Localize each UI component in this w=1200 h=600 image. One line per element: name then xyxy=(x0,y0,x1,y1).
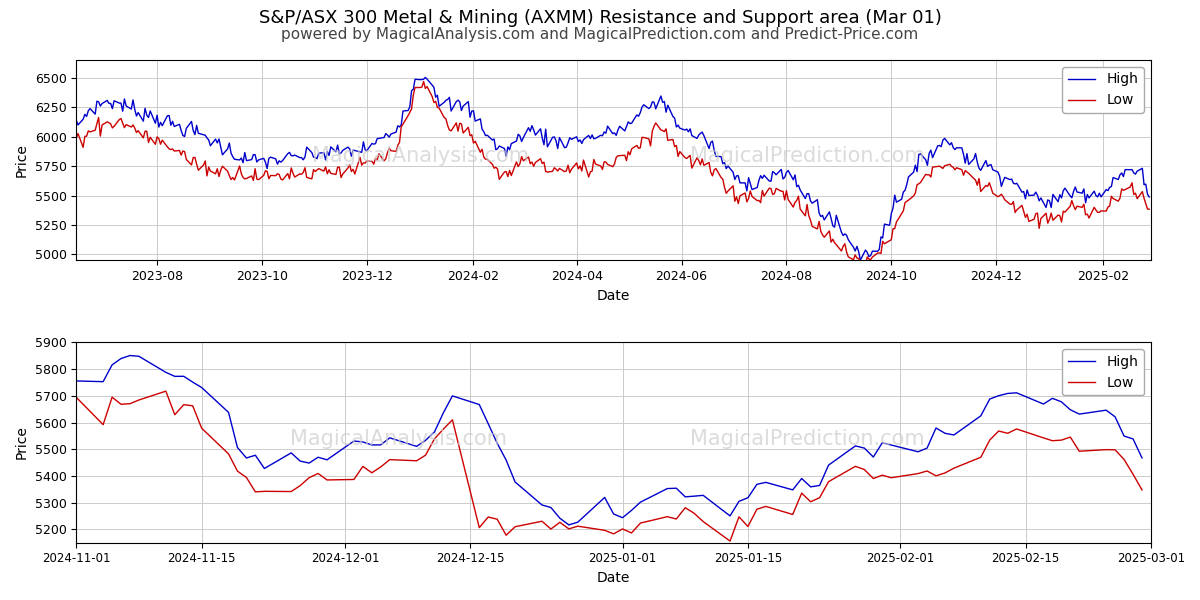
Text: MagicalPrediction.com: MagicalPrediction.com xyxy=(690,428,924,449)
Legend: High, Low: High, Low xyxy=(1062,67,1144,113)
X-axis label: Date: Date xyxy=(596,289,630,302)
Text: MagicalPrediction.com: MagicalPrediction.com xyxy=(690,146,924,166)
Line: High: High xyxy=(77,77,1150,260)
Legend: High, Low: High, Low xyxy=(1062,349,1144,395)
Text: MagicalAnalysis.com: MagicalAnalysis.com xyxy=(312,146,529,166)
X-axis label: Date: Date xyxy=(596,571,630,585)
Text: MagicalAnalysis.com: MagicalAnalysis.com xyxy=(290,428,508,449)
Line: Low: Low xyxy=(77,391,1142,541)
Y-axis label: Price: Price xyxy=(14,143,29,177)
Y-axis label: Price: Price xyxy=(14,425,29,460)
Line: High: High xyxy=(77,356,1142,525)
Line: Low: Low xyxy=(77,82,1150,266)
Text: S&P/ASX 300 Metal & Mining (AXMM) Resistance and Support area (Mar 01): S&P/ASX 300 Metal & Mining (AXMM) Resist… xyxy=(258,9,942,27)
Text: powered by MagicalAnalysis.com and MagicalPrediction.com and Predict-Price.com: powered by MagicalAnalysis.com and Magic… xyxy=(281,27,919,42)
